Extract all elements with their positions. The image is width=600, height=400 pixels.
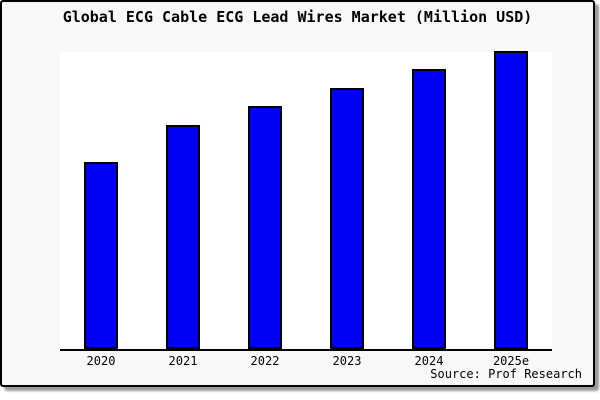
source-label: Source: Prof Research xyxy=(430,367,582,381)
chart-frame: Global ECG Cable ECG Lead Wires Market (… xyxy=(0,0,595,387)
x-axis-labels: 2020 2021 2022 2023 2024 2025e xyxy=(60,354,552,370)
bar-2024 xyxy=(412,69,446,349)
chart-title: Global ECG Cable ECG Lead Wires Market (… xyxy=(62,8,533,26)
bar-2021 xyxy=(166,125,200,349)
bar-2025e xyxy=(494,51,528,349)
x-tick-label-2024: 2024 xyxy=(414,354,444,368)
x-tick-label-2025e: 2025e xyxy=(492,354,530,368)
bar-2023 xyxy=(330,88,364,349)
x-tick-label-2021: 2021 xyxy=(168,354,198,368)
plot-area xyxy=(60,51,552,351)
x-tick-label-2023: 2023 xyxy=(332,354,362,368)
bar-2022 xyxy=(248,106,282,349)
x-tick-label-2020: 2020 xyxy=(86,354,116,368)
bar-2020 xyxy=(84,162,118,349)
x-tick-label-2022: 2022 xyxy=(250,354,280,368)
